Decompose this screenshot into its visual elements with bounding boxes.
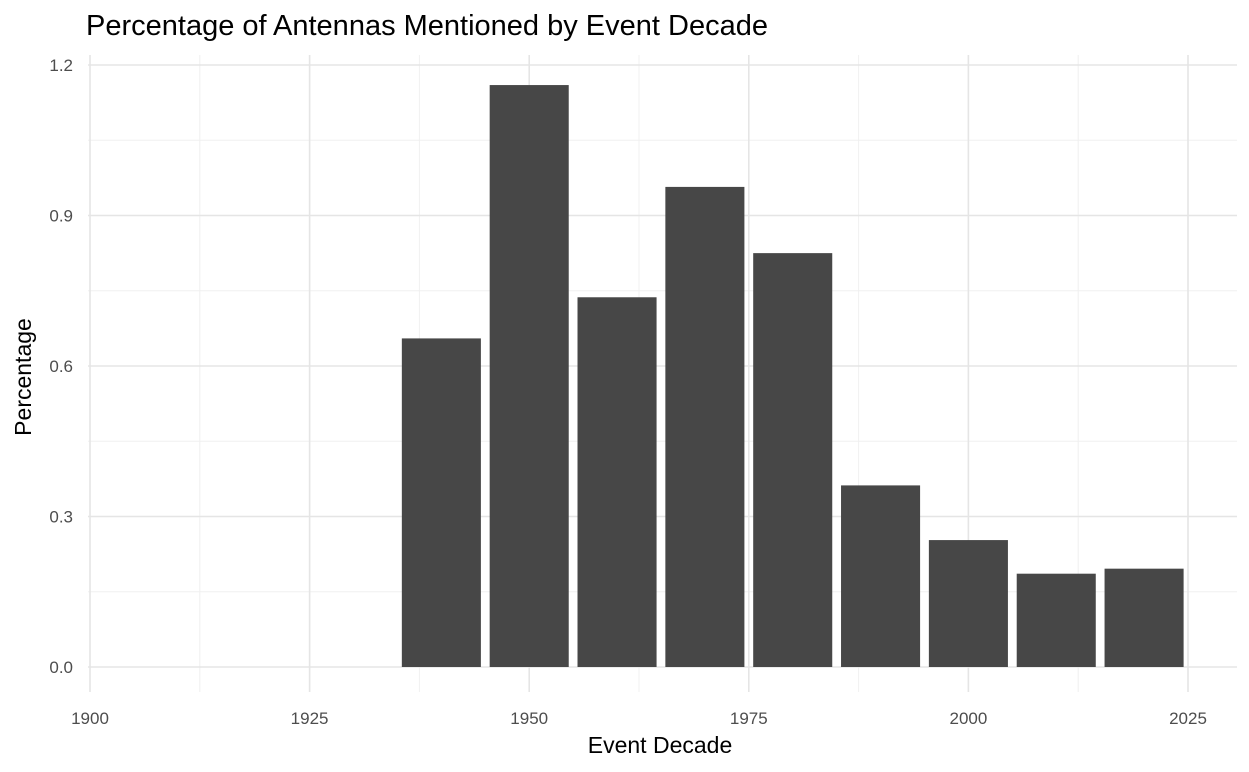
bar-2020 [1104, 568, 1184, 667]
x-tick-label: 2000 [949, 709, 987, 728]
y-tick-label: 0.9 [49, 207, 73, 226]
x-tick-label: 1925 [291, 709, 329, 728]
bar-1980 [753, 253, 833, 667]
y-tick-label: 0.3 [49, 508, 73, 527]
chart-title: Percentage of Antennas Mentioned by Even… [86, 10, 768, 42]
x-axis-ticks: 1900 1925 1950 1975 2000 2025 [71, 709, 1207, 728]
bar-1990 [841, 485, 921, 667]
bar-1940 [401, 338, 481, 667]
bar-2000 [928, 540, 1008, 667]
y-axis-title: Percentage [10, 318, 36, 436]
y-tick-label: 0.0 [49, 658, 73, 677]
x-tick-label: 1975 [730, 709, 768, 728]
bar-1960 [577, 297, 657, 667]
bar-1970 [665, 186, 745, 667]
x-tick-label: 1900 [71, 709, 109, 728]
x-tick-label: 1950 [510, 709, 548, 728]
y-tick-label: 0.6 [49, 357, 73, 376]
y-axis-ticks: 0.0 0.3 0.6 0.9 1.2 [49, 56, 73, 677]
bars [401, 85, 1184, 668]
x-tick-label: 2025 [1169, 709, 1207, 728]
bar-2010 [1016, 573, 1096, 667]
y-tick-label: 1.2 [49, 56, 73, 75]
bar-1950 [489, 85, 569, 668]
x-axis-title: Event Decade [588, 732, 732, 758]
